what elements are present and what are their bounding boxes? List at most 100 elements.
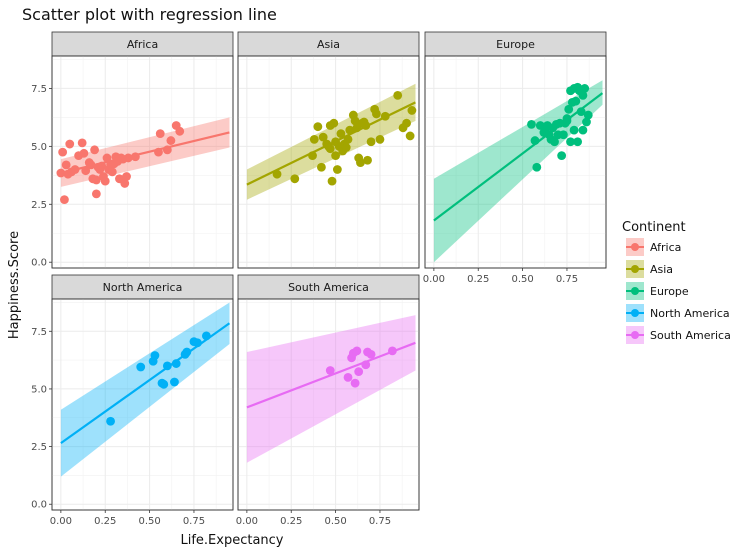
data-point	[350, 378, 360, 388]
x-tick-label: 0.00	[236, 516, 258, 527]
data-point	[317, 162, 326, 172]
data-point	[405, 131, 415, 141]
data-point	[350, 116, 360, 126]
data-point	[356, 158, 365, 167]
data-point	[559, 130, 568, 140]
y-tick-label: 2.5	[31, 442, 47, 453]
data-point	[341, 143, 351, 152]
data-point	[583, 110, 593, 120]
data-point	[56, 168, 66, 178]
data-point	[354, 367, 364, 377]
regression-line	[246, 101, 416, 186]
x-tick-label: 0.25	[467, 274, 489, 285]
data-point	[77, 138, 87, 148]
facet-strip-label: Africa	[127, 38, 158, 51]
panel-border	[51, 298, 234, 511]
panel-border	[237, 55, 420, 269]
data-point	[106, 416, 115, 426]
y-tick-label: 2.5	[31, 200, 47, 211]
y-tick-label: 7.5	[31, 84, 47, 95]
panel-background	[237, 55, 420, 269]
data-point	[120, 179, 130, 188]
data-point	[527, 119, 536, 129]
panel-border	[237, 298, 420, 511]
data-point	[327, 176, 337, 186]
legend-key-point	[631, 309, 639, 317]
data-point	[313, 122, 323, 132]
regression-line	[246, 341, 416, 409]
data-point	[90, 145, 99, 155]
data-point	[155, 129, 165, 139]
regression-line	[433, 92, 604, 222]
facet-strip-label: Asia	[317, 38, 340, 51]
facet-strip	[237, 31, 420, 57]
data-point	[325, 144, 335, 154]
data-point	[91, 175, 101, 185]
data-point	[532, 162, 542, 172]
data-point	[61, 160, 71, 170]
data-point	[325, 121, 335, 130]
data-point	[332, 165, 342, 174]
legend-label: South America	[650, 329, 731, 342]
x-tick-label: 0.50	[511, 274, 533, 285]
data-point	[65, 139, 75, 149]
panel-border	[51, 55, 234, 269]
data-point	[166, 136, 176, 145]
data-point	[578, 90, 588, 100]
legend-label: Europe	[650, 285, 689, 298]
x-axis-title: Life.Expectancy	[180, 533, 283, 548]
data-point	[576, 107, 586, 117]
data-point	[170, 377, 179, 387]
data-point	[91, 189, 101, 199]
data-point	[336, 129, 346, 139]
data-point	[372, 109, 381, 119]
data-point	[107, 167, 117, 177]
regression-line	[60, 131, 230, 175]
data-point	[318, 132, 328, 142]
data-point	[550, 137, 559, 147]
x-tick-label: 0.75	[183, 516, 205, 527]
data-point	[175, 126, 185, 136]
data-point	[557, 151, 567, 161]
legend-key-point	[631, 243, 639, 251]
facet-strip	[237, 274, 420, 300]
data-point	[150, 351, 160, 360]
data-point	[375, 135, 385, 144]
facet-strip-label: South America	[288, 281, 369, 294]
x-tick-label: 0.50	[138, 516, 160, 527]
x-tick-label: 0.75	[556, 274, 578, 285]
facet-south-america: South America 0.00 0.25 0.50 0.75	[236, 274, 420, 527]
legend-item-south-america: South America	[626, 326, 731, 344]
legend-label: Africa	[650, 241, 681, 254]
data-point	[60, 195, 69, 205]
data-point	[290, 174, 300, 184]
chart-title: Scatter plot with regression line	[22, 5, 277, 24]
legend-item-north-america: North America	[626, 304, 730, 322]
panel-border	[424, 55, 607, 269]
facet-africa: Africa 0.0 2.5 5.0 7.5	[31, 31, 234, 269]
facet-strip-label: North America	[103, 281, 183, 294]
legend-label: Asia	[650, 263, 673, 276]
y-tick-label: 0.0	[31, 258, 47, 269]
data-point	[573, 137, 583, 147]
data-point	[58, 147, 68, 157]
facet-strip-label: Europe	[496, 38, 535, 51]
facet-strip	[51, 274, 234, 300]
data-point	[343, 373, 353, 382]
data-point	[564, 104, 574, 114]
panel-background	[51, 55, 234, 269]
x-tick-label: 0.25	[94, 516, 116, 527]
data-point	[122, 172, 131, 181]
legend-key-point	[631, 331, 639, 339]
data-point	[331, 151, 340, 161]
data-point	[582, 117, 591, 127]
y-axis-title: Happiness.Score	[7, 231, 22, 339]
data-point	[569, 125, 579, 135]
x-tick-label: 0.00	[50, 516, 72, 527]
y-tick-label: 0.0	[31, 500, 47, 511]
data-point	[571, 96, 581, 106]
data-point	[366, 349, 376, 359]
facet-strip	[424, 31, 607, 57]
data-point	[363, 155, 372, 165]
confidence-band	[60, 302, 230, 477]
